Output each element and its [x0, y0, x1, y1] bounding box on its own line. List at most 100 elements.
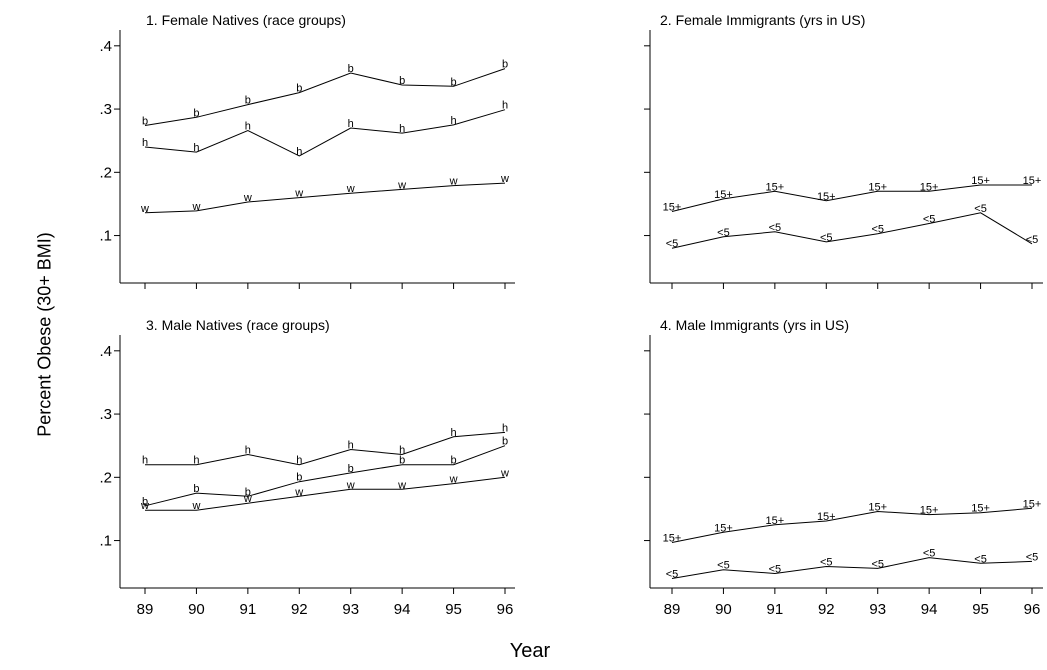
series-marker-1: <5 [666, 238, 679, 250]
x-tick-label: 89 [664, 601, 681, 618]
series-line-1 [671, 212, 1033, 249]
series-marker-1: <5 [769, 222, 782, 234]
series-marker-0: 15+ [766, 515, 785, 527]
series-marker-1: h [245, 121, 251, 133]
series-marker-2: w [449, 474, 458, 486]
series-marker-1: b [245, 486, 251, 498]
series-line-0 [671, 184, 1032, 212]
series-marker-0: b [245, 95, 251, 107]
series-marker-2: w [397, 179, 406, 191]
x-tick-label: 96 [1024, 601, 1041, 618]
series-marker-0: 15+ [817, 191, 836, 203]
series-marker-2: w [140, 203, 149, 215]
series-marker-0: 15+ [663, 532, 682, 544]
series-marker-0: h [142, 455, 148, 467]
y-tick-label: .1 [99, 228, 112, 245]
series-marker-1: h [193, 142, 199, 154]
series-marker-1: b [193, 483, 199, 495]
series-marker-1: b [451, 455, 457, 467]
series-marker-0: h [451, 427, 457, 439]
y-tick-label: .3 [99, 101, 112, 118]
series-marker-2: w [397, 479, 406, 491]
series-marker-1: <5 [666, 569, 679, 581]
y-tick-label: .1 [99, 533, 112, 550]
series-marker-0: 15+ [971, 175, 990, 187]
series-line-2 [144, 182, 506, 214]
series-marker-2: w [243, 493, 252, 505]
panel-1: 1. Female Natives (race groups) .1 .2 .3 .4 b… [99, 12, 515, 289]
series-marker-1: <5 [871, 224, 884, 236]
x-tick-label: 89 [137, 601, 154, 618]
series-marker-1: h [502, 100, 508, 112]
y-tick-label: .2 [99, 164, 112, 181]
series-marker-1: <5 [1026, 234, 1039, 246]
series-marker-0: h [193, 455, 199, 467]
y-tick-label: .3 [99, 406, 112, 423]
series-marker-2: w [294, 188, 303, 200]
series-marker-1: <5 [717, 560, 730, 572]
x-tick-label: 90 [188, 601, 205, 618]
y-tick-label: .4 [99, 38, 112, 55]
series-marker-1: <5 [820, 556, 833, 568]
series-marker-1: <5 [820, 232, 833, 244]
y-tick-label: .4 [99, 343, 112, 360]
series-line-2 [145, 476, 506, 511]
series-marker-1: <5 [923, 548, 936, 560]
series-marker-1: <5 [1026, 551, 1039, 563]
series-marker-1: <5 [871, 558, 884, 570]
series-marker-2: w [191, 500, 200, 512]
series-marker-2: w [243, 192, 252, 204]
series-marker-1: h [451, 115, 457, 127]
series-marker-0: b [451, 76, 457, 88]
series-marker-0: 15+ [663, 202, 682, 214]
series-line-0 [671, 507, 1033, 543]
series-marker-2: w [140, 500, 149, 512]
panel-4: 4. Male Immigrants (yrs in US) 89 90 91 92 93… [644, 317, 1043, 618]
series-line-1 [671, 557, 1033, 579]
series-marker-0: b [142, 116, 148, 128]
x-tick-label: 96 [497, 601, 514, 618]
series-marker-1: h [296, 146, 302, 158]
x-tick-label: 94 [394, 601, 411, 618]
x-tick-label: 93 [342, 601, 359, 618]
series-marker-0: 15+ [766, 181, 785, 193]
panel-title: 3. Male Natives (race groups) [146, 317, 330, 333]
series-marker-0: b [399, 75, 405, 87]
series-marker-0: b [502, 59, 508, 71]
series-marker-0: h [399, 445, 405, 457]
series-marker-0: 15+ [1023, 175, 1042, 187]
x-tick-label: 91 [767, 601, 784, 618]
panel-title: 1. Female Natives (race groups) [146, 12, 346, 28]
series-marker-1: b [348, 463, 354, 475]
series-marker-2: w [346, 479, 355, 491]
series-marker-0: 15+ [971, 503, 990, 515]
series-marker-0: 15+ [714, 189, 733, 201]
panel-title: 2. Female Immigrants (yrs in US) [660, 12, 865, 28]
series-marker-2: w [346, 183, 355, 195]
series-marker-0: h [348, 439, 354, 451]
series-marker-0: 15+ [714, 522, 733, 534]
series-marker-1: h [348, 118, 354, 130]
series-marker-1: <5 [923, 214, 936, 226]
series-marker-0: b [193, 107, 199, 119]
panel-2: 2. Female Immigrants (yrs in US) 15+ 15+ 15… [644, 12, 1043, 289]
series-marker-1: <5 [974, 203, 987, 215]
x-tick-label: 90 [715, 601, 732, 618]
series-marker-0: 15+ [868, 501, 887, 513]
x-tick-label: 92 [291, 601, 308, 618]
series-marker-2: w [294, 486, 303, 498]
x-axis-title: Year [509, 640, 551, 662]
panel-title: 4. Male Immigrants (yrs in US) [660, 317, 849, 333]
series-marker-2: w [500, 173, 509, 185]
series-marker-2: w [449, 176, 458, 188]
series-line-0 [145, 431, 506, 466]
series-marker-0: 15+ [920, 181, 939, 193]
series-marker-1: b [296, 472, 302, 484]
panel-3: 3. Male Natives (race groups) .1 .2 .3 .4 89 9… [99, 317, 515, 618]
series-marker-1: <5 [974, 553, 987, 565]
series-marker-0: h [245, 445, 251, 457]
x-tick-label: 93 [869, 601, 886, 618]
series-line-1 [144, 109, 506, 157]
x-tick-label: 94 [921, 601, 938, 618]
